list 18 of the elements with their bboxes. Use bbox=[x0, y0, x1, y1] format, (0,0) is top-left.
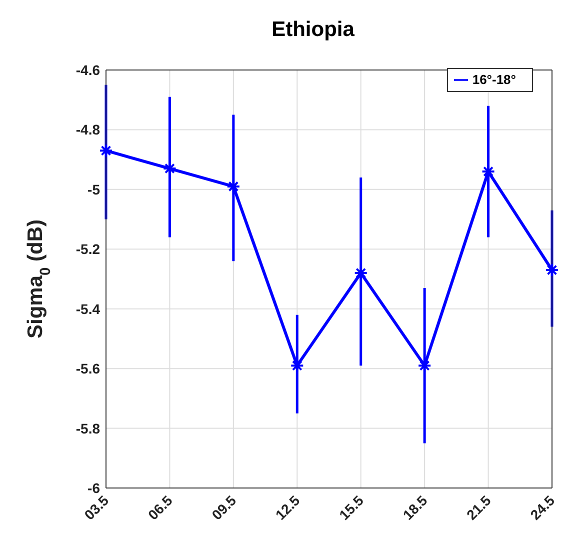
legend-label: 16°-18° bbox=[472, 72, 516, 87]
y-tick-label: -5.2 bbox=[76, 241, 100, 258]
x-tick-label: 09.5 bbox=[208, 492, 240, 523]
y-tick-label: -5.8 bbox=[76, 420, 100, 436]
point bbox=[418, 358, 432, 373]
point bbox=[290, 358, 304, 373]
point bbox=[99, 144, 113, 158]
y-tick-label: -5.6 bbox=[76, 360, 100, 377]
y-tick-label: -4.8 bbox=[76, 122, 100, 138]
point bbox=[545, 263, 559, 278]
y-tick-label: -5 bbox=[88, 181, 100, 198]
point bbox=[226, 179, 240, 194]
point bbox=[354, 266, 368, 280]
chart-title: Ethiopia bbox=[270, 18, 356, 42]
y-tick-label: -5.4 bbox=[76, 300, 100, 317]
point bbox=[162, 162, 177, 176]
y-tick-label: -4.6 bbox=[76, 62, 100, 78]
x-tick-label: 06.5 bbox=[144, 492, 176, 523]
